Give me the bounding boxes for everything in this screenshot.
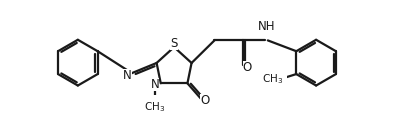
Text: S: S (171, 37, 178, 50)
Text: N: N (123, 69, 132, 82)
Text: NH: NH (258, 20, 275, 33)
Text: CH$_3$: CH$_3$ (262, 72, 284, 86)
Text: N: N (151, 78, 159, 91)
Text: O: O (243, 61, 252, 74)
Text: CH$_3$: CH$_3$ (145, 100, 166, 114)
Text: O: O (200, 94, 209, 107)
